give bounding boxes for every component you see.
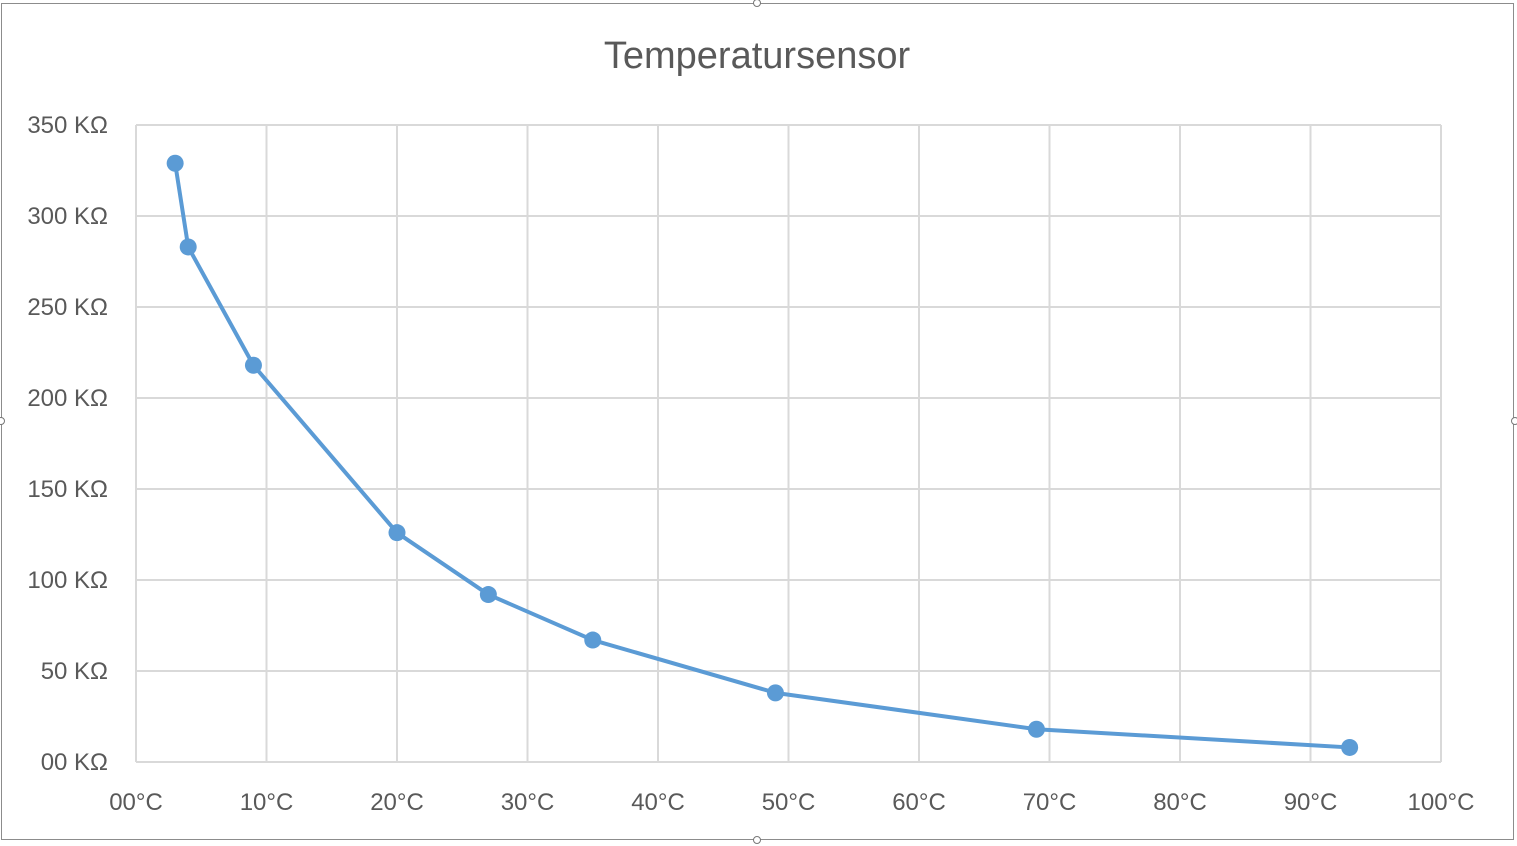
x-tick-label: 70°C: [1023, 789, 1077, 816]
y-tick-label: 150 KΩ: [27, 476, 108, 503]
data-point[interactable]: [1027, 720, 1045, 738]
y-tick-label: 300 KΩ: [27, 203, 108, 230]
data-point[interactable]: [244, 356, 262, 374]
data-point[interactable]: [166, 154, 184, 172]
x-tick-label: 20°C: [370, 789, 424, 816]
data-point[interactable]: [479, 586, 497, 604]
data-point[interactable]: [766, 684, 784, 702]
x-tick-label: 30°C: [501, 789, 555, 816]
resize-handle-right[interactable]: [1511, 417, 1517, 425]
y-tick-label: 350 KΩ: [27, 112, 108, 139]
resize-handle-left[interactable]: [0, 417, 5, 425]
data-point[interactable]: [179, 238, 197, 256]
y-tick-label: 50 KΩ: [41, 658, 108, 685]
x-tick-label: 40°C: [631, 789, 685, 816]
x-tick-label: 50°C: [762, 789, 816, 816]
series: [166, 154, 1359, 756]
data-point[interactable]: [584, 631, 602, 649]
x-tick-label: 100°C: [1408, 789, 1475, 816]
y-tick-label: 100 KΩ: [27, 567, 108, 594]
x-axis-ticks: 00°C 10°C 20°C 30°C 40°C 50°C 60°C 70°C 80°C 90°C…: [109, 789, 1474, 816]
series-line: [173, 162, 1350, 750]
gridlines: [135, 124, 1442, 763]
data-point[interactable]: [1341, 738, 1359, 756]
x-tick-label: 10°C: [240, 789, 294, 816]
x-tick-label: 60°C: [892, 789, 946, 816]
y-tick-label: 200 KΩ: [27, 385, 108, 412]
y-tick-label: 250 KΩ: [27, 294, 108, 321]
x-tick-label: 90°C: [1284, 789, 1338, 816]
data-point[interactable]: [388, 524, 406, 542]
resize-handle-top[interactable]: [753, 0, 761, 7]
resize-handle-bottom[interactable]: [753, 836, 761, 844]
x-tick-label: 80°C: [1153, 789, 1207, 816]
x-tick-label: 00°C: [109, 789, 163, 816]
chart-title: Temperatursensor: [604, 35, 911, 77]
y-tick-label: 00 KΩ: [41, 749, 108, 776]
y-axis-ticks: 00 KΩ 50 KΩ 100 KΩ 150 KΩ 200 KΩ 250 KΩ 300 KΩ…: [27, 112, 108, 776]
